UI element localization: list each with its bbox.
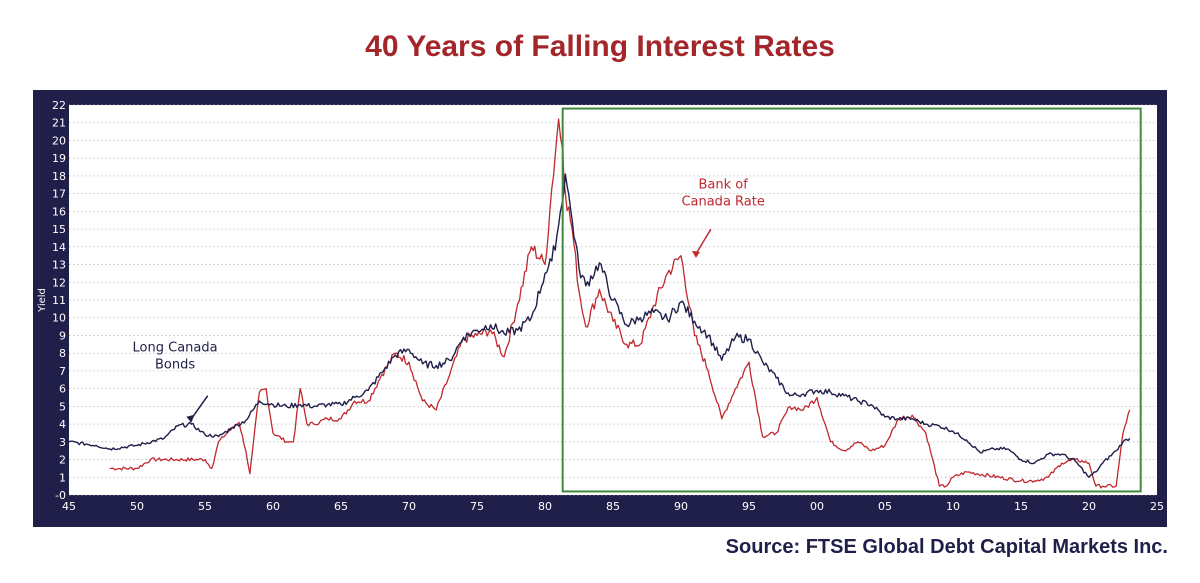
x-tick-label: 95 [742,500,756,513]
y-tick-label: 8 [59,347,66,360]
y-tick-label: 12 [52,276,66,289]
annotation-line: Bank of [698,177,748,192]
y-tick-label: 5 [59,400,66,413]
annotation-long-canada-bonds: Long Canada Bonds [133,340,218,372]
y-tick-label: 14 [52,241,66,254]
x-tick-label: 75 [470,500,484,513]
annotation-arrowhead-boc [691,250,700,258]
x-tick-label: 15 [1014,500,1028,513]
x-tick-label: 50 [130,500,144,513]
source-note: Source: FTSE Global Debt Capital Markets… [725,536,1168,558]
annotation-arrow-boc [695,228,712,255]
y-tick-label: 3 [59,436,66,449]
y-tick-label: 6 [59,383,66,396]
annotation-line: Bonds [155,357,195,372]
x-tick-label: 00 [810,500,824,513]
y-tick-label: 13 [52,259,66,272]
y-tick-label: 10 [52,312,66,325]
x-tick-label: 10 [946,500,960,513]
annotation-line: Long Canada [133,340,218,355]
y-tick-label: 11 [52,294,66,307]
y-tick-label: 9 [59,329,66,342]
x-tick-label: 90 [674,500,688,513]
y-tick-label: 16 [52,205,66,218]
x-tick-label: 85 [606,500,620,513]
x-tick-label: 60 [266,500,280,513]
y-tick-label: 19 [52,152,66,165]
y-tick-label: 21 [52,117,66,130]
x-tick-label: 45 [62,500,76,513]
annotation-line: Canada Rate [681,194,764,209]
x-tick-label: 25 [1150,500,1164,513]
y-tick-label: 22 [52,99,66,112]
annotation-bank-of-canada-rate: Bank of Canada Rate [681,177,764,209]
x-tick-label: 70 [402,500,416,513]
x-tick-label: 65 [334,500,348,513]
y-tick-label: 1 [59,471,66,484]
series-line-bank-of-canada-rate [109,118,1131,489]
y-tick-label: 4 [59,418,66,431]
x-tick-label: 55 [198,500,212,513]
y-tick-label: 20 [52,134,66,147]
chart-title: 40 Years of Falling Interest Rates [365,30,835,63]
highlight-box [561,107,1142,493]
x-tick-label: 20 [1082,500,1096,513]
y-tick-label: 17 [52,188,66,201]
y-tick-label: 15 [52,223,66,236]
y-axis-label: Yield [37,288,48,313]
x-tick-label: 05 [878,500,892,513]
series-line-long-canada-bonds [68,173,1131,478]
y-tick-label: 18 [52,170,66,183]
y-tick-label: 7 [59,365,66,378]
x-tick-label: 80 [538,500,552,513]
y-tick-label: -0 [55,489,66,502]
y-tick-label: 2 [59,454,66,467]
annotation-arrowhead-bonds [186,414,195,423]
chart: -0 1 2 3 4 5 6 7 8 9 10 11 12 13 14 15 16 17 18 19 20 21 22 45… [33,90,1167,527]
